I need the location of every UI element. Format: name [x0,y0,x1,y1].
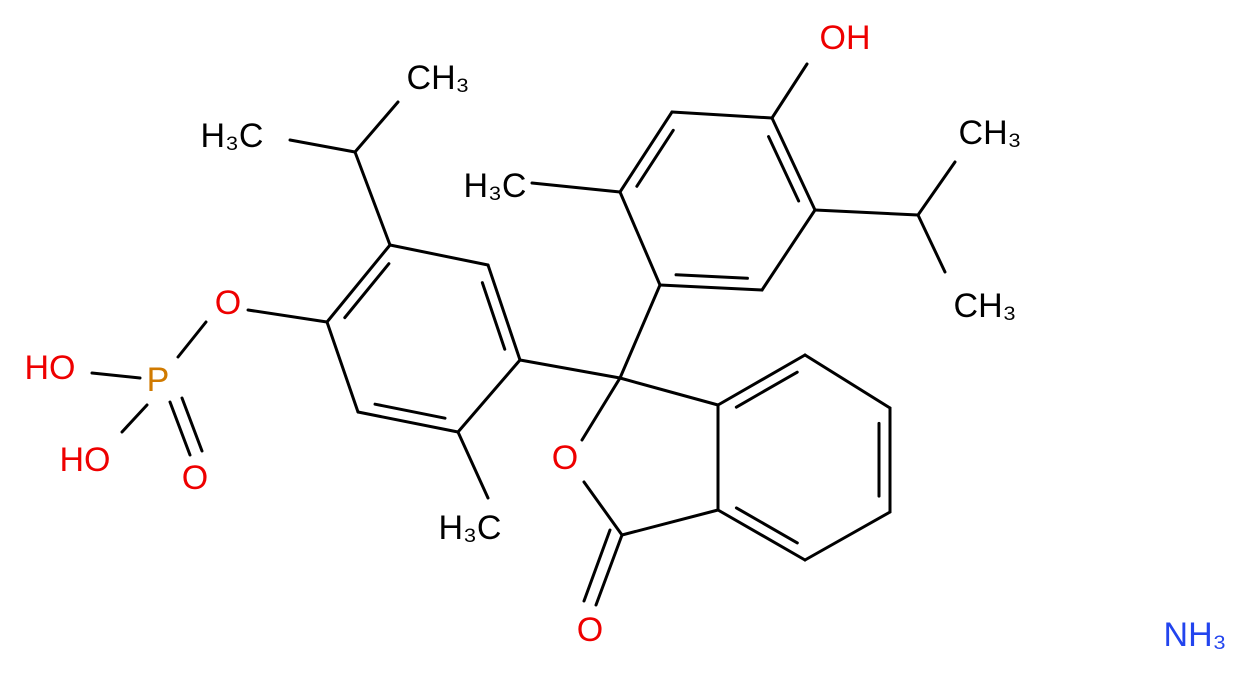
bond [388,243,490,267]
bond [480,281,507,351]
atom-label: O [215,284,241,322]
bond [120,403,149,434]
atom-label: OH [820,19,871,57]
bond [456,358,522,434]
bond [716,508,807,562]
bond [594,533,624,607]
bond [580,376,622,442]
bond [582,480,624,537]
bond [803,353,892,410]
bond [618,376,720,407]
bond [813,208,920,217]
bond [734,506,799,545]
atom-label: H₃C [201,117,264,155]
bond [353,100,400,154]
bond [176,320,208,359]
bond [90,371,142,380]
atom-label: O [552,439,578,477]
bond [288,138,357,154]
bond [325,243,392,324]
bond [674,273,749,280]
bond [620,508,720,537]
bond [635,128,675,188]
bond [246,308,329,324]
bond [916,160,957,217]
bond [356,410,460,434]
bond [168,400,192,457]
bond [770,62,809,120]
bond [916,213,947,274]
atom-label: P [147,361,170,399]
bond [353,150,392,247]
bond [456,430,490,500]
bond [180,396,204,453]
bond [325,320,360,414]
bond [618,283,662,380]
atom-label: CH₃ [407,59,470,97]
bond [343,262,391,320]
bond [803,510,892,562]
atom-label: O [182,459,208,497]
bond [670,110,774,120]
bond [618,190,662,287]
atom-label: HO [25,349,76,387]
bond [767,135,801,203]
atom-label: H₃C [464,167,527,205]
bond [770,116,817,212]
atom-label: HO [60,441,111,479]
bond [716,353,807,407]
atom-label: H₃C [439,509,502,547]
atom-label: CH₃ [954,287,1017,325]
atom-label: O [577,611,603,649]
bond [582,528,612,603]
bond [373,402,447,420]
bond [760,208,817,292]
bond [734,370,799,409]
bond [486,263,522,362]
atom-label: NH₃ [1164,616,1227,654]
bond [518,358,622,380]
bond [618,110,674,194]
bond [530,181,622,194]
bond [658,283,764,292]
atom-label: CH₃ [959,114,1022,152]
